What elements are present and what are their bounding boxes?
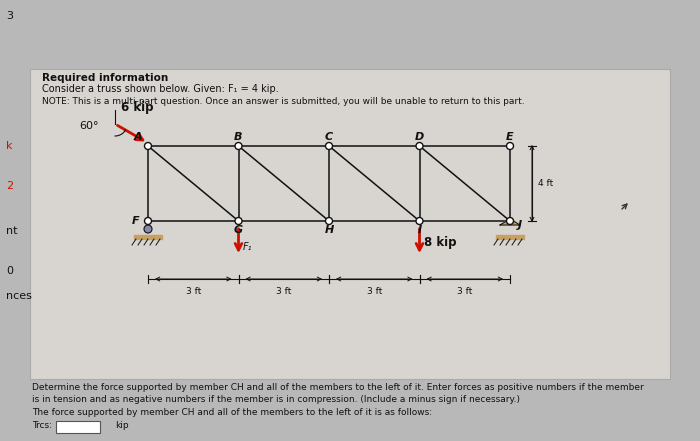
Circle shape bbox=[235, 142, 242, 149]
Text: Trcs:: Trcs: bbox=[32, 421, 52, 430]
Circle shape bbox=[507, 142, 514, 149]
Text: Consider a truss shown below. Given: F₁ = 4 kip.: Consider a truss shown below. Given: F₁ … bbox=[42, 84, 279, 94]
Text: 2: 2 bbox=[6, 181, 13, 191]
Polygon shape bbox=[500, 219, 520, 225]
Text: Determine the force supported by member CH and all of the members to the left of: Determine the force supported by member … bbox=[32, 383, 644, 392]
Text: nces: nces bbox=[6, 291, 32, 301]
Circle shape bbox=[235, 217, 242, 224]
Text: is in tension and as negative numbers if the member is in compression. (Include : is in tension and as negative numbers if… bbox=[32, 395, 520, 404]
Text: kip: kip bbox=[115, 421, 129, 430]
Text: 3 ft: 3 ft bbox=[457, 287, 473, 296]
Text: B: B bbox=[234, 132, 243, 142]
Text: NOTE: This is a multi-part question. Once an answer is submitted, you will be un: NOTE: This is a multi-part question. Onc… bbox=[42, 97, 524, 106]
Circle shape bbox=[507, 217, 514, 224]
Circle shape bbox=[144, 225, 152, 233]
Text: k: k bbox=[6, 141, 13, 151]
Text: G: G bbox=[234, 225, 243, 235]
FancyBboxPatch shape bbox=[56, 421, 100, 433]
Text: E: E bbox=[506, 132, 514, 142]
Text: A: A bbox=[134, 132, 142, 142]
Circle shape bbox=[416, 217, 423, 224]
Text: 3: 3 bbox=[6, 11, 13, 21]
Text: 60°: 60° bbox=[80, 121, 99, 131]
Text: The force supported by member CH and all of the members to the left of it is as : The force supported by member CH and all… bbox=[32, 408, 432, 417]
Text: F₁: F₁ bbox=[242, 242, 252, 252]
Text: I: I bbox=[417, 225, 421, 235]
Text: D: D bbox=[415, 132, 424, 142]
Circle shape bbox=[326, 217, 332, 224]
Text: 3 ft: 3 ft bbox=[367, 287, 382, 296]
Text: J: J bbox=[518, 220, 522, 230]
Polygon shape bbox=[134, 235, 162, 239]
Text: 3 ft: 3 ft bbox=[186, 287, 201, 296]
Text: 8 kip: 8 kip bbox=[424, 236, 456, 249]
Text: C: C bbox=[325, 132, 333, 142]
Text: nt: nt bbox=[6, 226, 18, 236]
Text: 4 ft: 4 ft bbox=[538, 179, 553, 188]
FancyBboxPatch shape bbox=[30, 69, 670, 379]
Text: Required information: Required information bbox=[42, 73, 168, 83]
Circle shape bbox=[416, 142, 423, 149]
Text: H: H bbox=[324, 225, 334, 235]
Text: 6 kip: 6 kip bbox=[121, 101, 153, 114]
Text: 3 ft: 3 ft bbox=[276, 287, 291, 296]
Polygon shape bbox=[496, 235, 524, 239]
Text: F: F bbox=[132, 216, 140, 226]
Circle shape bbox=[326, 142, 332, 149]
Text: 0: 0 bbox=[6, 266, 13, 276]
Circle shape bbox=[144, 217, 151, 224]
Circle shape bbox=[144, 142, 151, 149]
